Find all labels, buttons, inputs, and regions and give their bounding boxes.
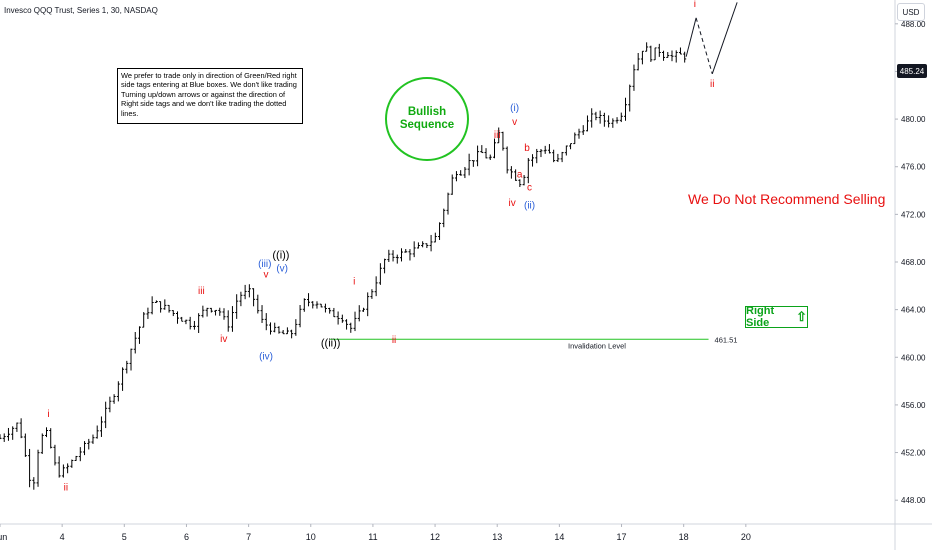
wave-label: ii	[64, 483, 68, 494]
wave-label: i	[47, 409, 49, 420]
time-tick-label: 10	[306, 532, 316, 542]
wave-label: iv	[220, 334, 227, 345]
time-tick-label: 18	[679, 532, 689, 542]
price-tick-label: 480.00	[901, 115, 926, 124]
projection-segment	[685, 17, 697, 57]
projection-segment	[695, 17, 713, 74]
time-tick-label: 11	[368, 532, 377, 542]
invalidation-level-label: Invalidation Level	[568, 341, 626, 350]
wave-label: ((ii))	[321, 338, 341, 350]
projection-segment	[711, 2, 738, 75]
wave-label: iii	[198, 286, 205, 297]
wave-label: (ii)	[524, 200, 535, 211]
time-axis[interactable]: Jun 4 5 6 7 10 11 12 13 14 17 18 20	[0, 523, 932, 542]
invalidation-value-label: 461.51	[715, 335, 738, 344]
wave-label: iv	[509, 198, 516, 209]
wave-label: (i)	[510, 103, 519, 114]
trading-note-box: We prefer to trade only in direction of …	[117, 68, 303, 124]
price-tick-label: 488.00	[901, 20, 926, 29]
price-tick-label: 472.00	[901, 210, 926, 219]
wave-label: c	[527, 183, 532, 194]
time-tick-label: 6	[184, 532, 189, 542]
time-tick-label: 5	[122, 532, 127, 542]
wave-label: ii	[710, 79, 714, 90]
wave-label: a	[517, 169, 523, 180]
price-tick-label: 464.00	[901, 306, 926, 315]
time-tick-label: 14	[554, 532, 564, 542]
time-tick-label: 17	[617, 532, 627, 542]
price-axis[interactable]: 448.00 452.00 456.00 460.00 464.00 468.00 472.…	[894, 0, 926, 550]
wave-labels: iiiiiiiv(iii)v((i))(v)(iv)((ii))iiiiii(i…	[47, 0, 714, 494]
arrow-up-icon: ⇧	[796, 309, 807, 324]
right-side-tag: Right Side ⇧	[745, 305, 808, 329]
wave-label: (iv)	[259, 352, 273, 363]
wave-label: ((i))	[272, 249, 289, 261]
bullish-sequence-badge: Bullish Sequence	[385, 77, 469, 161]
price-tick-label: 460.00	[901, 353, 926, 362]
time-tick-label: 12	[430, 532, 440, 542]
price-bars	[0, 42, 687, 490]
invalidation-line: Invalidation Level 461.51	[329, 335, 737, 350]
wave-label: b	[524, 143, 530, 154]
wave-label: i	[353, 277, 355, 288]
last-price-tag: 485.24	[897, 64, 927, 78]
time-tick-label: Jun	[0, 532, 7, 542]
right-side-label: Right Side	[746, 305, 775, 329]
wave-label: iii	[494, 130, 501, 141]
wave-label: v	[264, 269, 269, 280]
currency-button[interactable]: USD	[897, 3, 925, 21]
price-tick-label: 448.00	[901, 496, 926, 505]
price-tick-label: 468.00	[901, 258, 926, 267]
price-tick-label: 476.00	[901, 163, 926, 172]
time-tick-label: 4	[60, 532, 65, 542]
time-tick-label: 20	[741, 532, 751, 542]
price-tick-label: 456.00	[901, 401, 926, 410]
wave-label: ii	[392, 335, 396, 346]
bullish-line1: Bullish	[407, 106, 447, 118]
time-tick-label: 7	[246, 532, 251, 542]
recommendation-text: We Do Not Recommend Selling	[688, 191, 886, 207]
wave-label: v	[512, 117, 517, 128]
price-tick-label: 452.00	[901, 449, 926, 458]
wave-label: (iii)	[258, 259, 271, 270]
bullish-line2: Sequence	[399, 119, 455, 131]
wave-label: (v)	[276, 264, 288, 275]
projection-path	[685, 2, 738, 75]
time-tick-label: 13	[492, 532, 502, 542]
chart-title: Invesco QQQ Trust, Series 1, 30, NASDAQ	[4, 6, 158, 15]
wave-label: i	[694, 0, 696, 10]
